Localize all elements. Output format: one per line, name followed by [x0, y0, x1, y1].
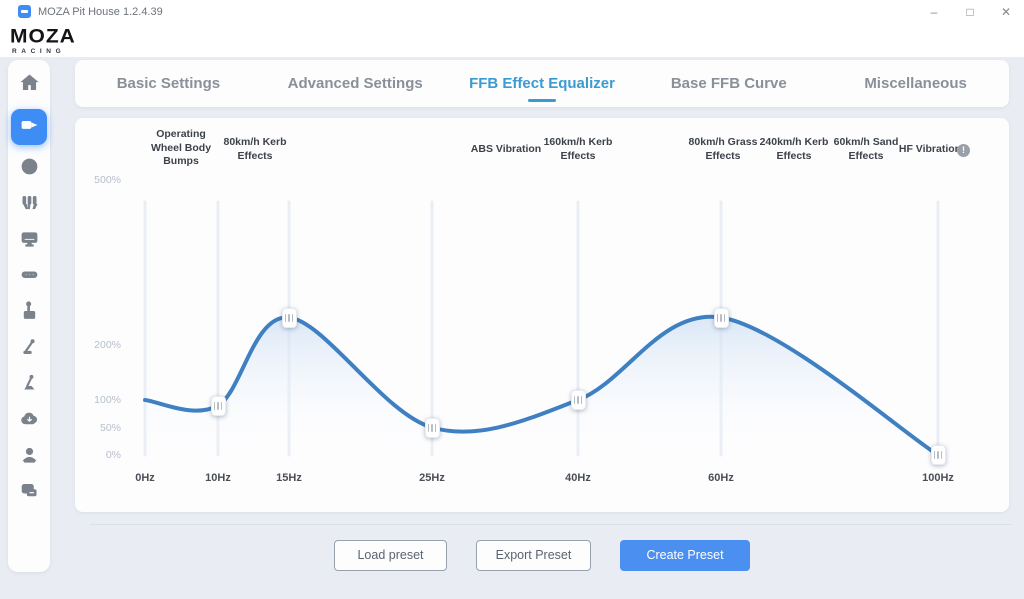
y-tick-label: 0%: [105, 449, 121, 461]
x-tick-label: 60Hz: [708, 472, 734, 484]
eq-slider-handle-60Hz[interactable]: [713, 307, 729, 328]
sidebar-item-handbrake[interactable]: [17, 337, 41, 361]
equalizer-curve: [143, 314, 940, 457]
x-tick-label: 10Hz: [205, 472, 231, 484]
tab-basic-settings[interactable]: Basic Settings: [116, 75, 221, 92]
app-icon: [18, 5, 31, 18]
wheel-base-icon: [19, 114, 40, 140]
curve-area-fill: [145, 316, 938, 455]
eq-slider-handle-25Hz[interactable]: [424, 417, 440, 438]
band-label-hf-vibration: HF Vibration: [898, 143, 962, 155]
title-bar: MOZA Pit House 1.2.4.39 – □ ✕: [0, 0, 1024, 24]
x-tick-label: 25Hz: [419, 472, 445, 484]
x-tick-label: 15Hz: [276, 472, 302, 484]
hf-vibration-info-icon[interactable]: !: [957, 144, 970, 157]
sidebar-item-sequential-lever[interactable]: [17, 373, 41, 397]
logo-racing-text: RACING: [12, 48, 66, 55]
minimize-button[interactable]: –: [930, 5, 938, 19]
band-label-abs-vibration: ABS Vibration: [470, 143, 542, 155]
band-label-operating-wheel-body-bumps: Operating Wheel Body Bumps: [150, 128, 212, 168]
window-title: MOZA Pit House 1.2.4.39: [38, 6, 163, 18]
eq-slider-handle-100Hz[interactable]: [930, 445, 946, 465]
logo-moza-text: MOZA: [10, 25, 76, 48]
eq-slider-handle-15Hz[interactable]: [281, 307, 297, 328]
dash-display-icon: [19, 264, 40, 290]
tab-advanced-settings[interactable]: Advanced Settings: [287, 75, 423, 92]
y-tick-label: 200%: [94, 339, 121, 351]
x-tick-label: 100Hz: [922, 472, 954, 484]
sidebar-item-cloud[interactable]: [17, 409, 41, 433]
x-tick-label: 40Hz: [565, 472, 591, 484]
sidebar-item-account[interactable]: [17, 445, 41, 469]
y-tick-label: 100%: [94, 394, 121, 406]
footer-divider: [90, 524, 1012, 525]
steering-wheel-icon: [19, 156, 40, 182]
handbrake-icon: [19, 336, 40, 362]
sidebar-item-home[interactable]: [17, 73, 41, 97]
pedals-icon: [19, 192, 40, 218]
load-preset-button[interactable]: Load preset: [334, 540, 447, 571]
equalizer-curve-svg: [143, 200, 940, 457]
y-tick-label: 50%: [99, 421, 121, 434]
monitor-icon: [19, 228, 40, 254]
sequential-lever-icon: [19, 372, 40, 398]
tab-base-ffb-curve[interactable]: Base FFB Curve: [670, 75, 787, 92]
home-icon: [19, 72, 40, 98]
sidebar: [8, 60, 50, 572]
tab-miscellaneous[interactable]: Miscellaneous: [864, 75, 967, 92]
eq-slider-handle-10Hz[interactable]: [210, 395, 226, 416]
shifter-icon: [19, 300, 40, 326]
band-label-160kmh-kerb: 160km/h Kerb Effects: [543, 136, 613, 162]
band-label-60kmh-sand: 60km/h Sand Effects: [833, 136, 899, 162]
ffb-equalizer-chart-card: Operating Wheel Body Bumps 80km/h Kerb E…: [75, 118, 1009, 512]
sidebar-item-pedals[interactable]: [17, 193, 41, 217]
y-tick-label: 500%: [94, 174, 121, 186]
sidebar-item-steering-wheel[interactable]: [17, 157, 41, 181]
tab-ffb-effect-equalizer[interactable]: FFB Effect Equalizer: [449, 69, 636, 98]
sidebar-item-feedback[interactable]: [17, 481, 41, 505]
eq-slider-handle-40Hz[interactable]: [570, 390, 586, 410]
maximize-button[interactable]: □: [966, 5, 974, 19]
window-controls: – □ ✕: [916, 0, 1024, 24]
band-label-80kmh-kerb: 80km/h Kerb Effects: [223, 136, 287, 162]
x-tick-label: 0Hz: [135, 472, 155, 484]
create-preset-button[interactable]: Create Preset: [620, 540, 750, 571]
sidebar-item-dash-display[interactable]: [17, 265, 41, 289]
settings-tab-bar: Basic Settings Advanced Settings FFB Eff…: [75, 60, 1009, 107]
cloud-icon: [19, 408, 40, 434]
close-button[interactable]: ✕: [1000, 5, 1012, 19]
export-preset-button[interactable]: Export Preset: [476, 540, 591, 571]
band-label-240kmh-kerb: 240km/h Kerb Effects: [759, 136, 829, 162]
moza-racing-logo: MOZA RACING: [10, 26, 96, 55]
band-label-80kmh-grass: 80km/h Grass Effects: [688, 136, 758, 162]
sidebar-item-dashboard-monitor[interactable]: [17, 229, 41, 253]
feedback-icon: [19, 480, 40, 506]
account-icon: [19, 444, 40, 470]
sidebar-item-shifter[interactable]: [17, 301, 41, 325]
sidebar-item-wheel-base[interactable]: [11, 109, 47, 145]
